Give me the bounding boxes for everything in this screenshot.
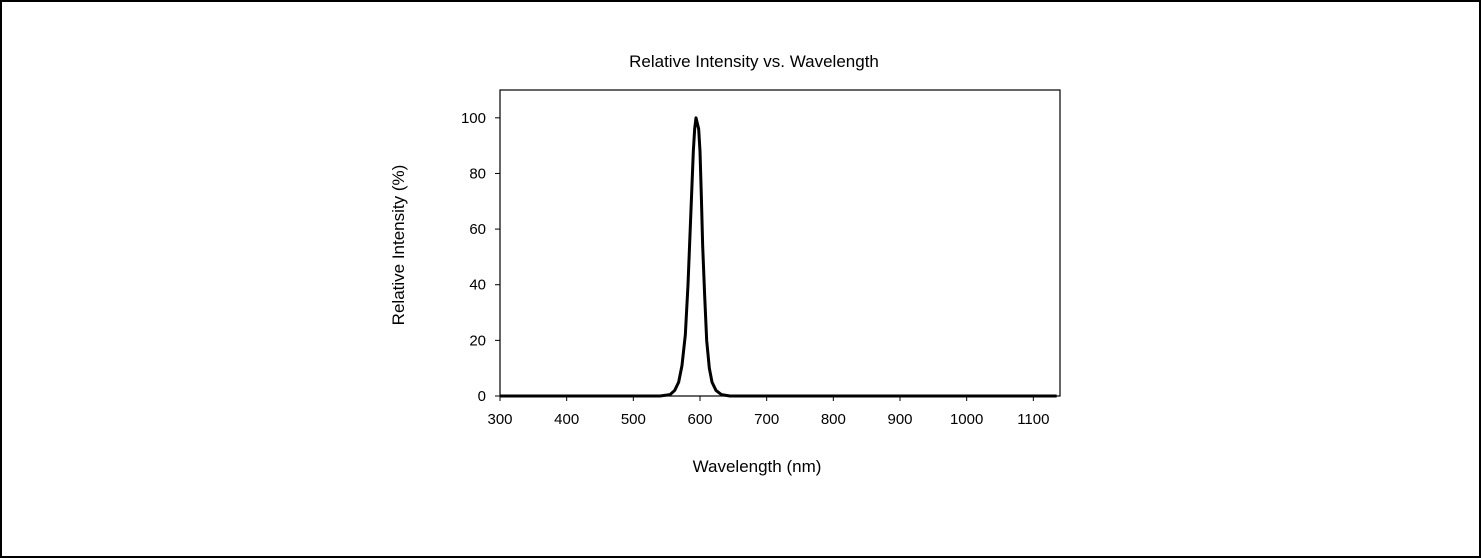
series-layer [500,116,1057,398]
plot-area [499,89,1061,397]
x-tick-label: 700 [754,411,779,428]
x-axis-title: Wavelength (nm) [693,457,822,476]
y-axis: 0 20 40 60 80 100 [461,110,500,405]
y-tick-label: 80 [469,165,486,182]
x-tick-label: 800 [821,411,846,428]
x-tick-label: 500 [621,411,646,428]
x-axis: 300 400 500 600 700 800 900 1000 1100 [487,396,1049,428]
y-axis-title: Relative Intensity (%) [389,165,408,326]
series-line-1 [500,116,1057,398]
chart-title: Relative Intensity vs. Wavelength [629,52,879,71]
x-tick-label: 300 [487,411,512,428]
x-tick-label: 1000 [950,411,983,428]
y-tick-label: 60 [469,221,486,238]
x-tick-label: 600 [687,411,712,428]
y-tick-label: 100 [461,110,486,127]
x-tick-label: 400 [554,411,579,428]
y-tick-label: 20 [469,332,486,349]
x-tick-label: 900 [887,411,912,428]
y-tick-label: 0 [478,388,486,405]
y-tick-label: 40 [469,277,486,294]
x-tick-label: 1100 [1017,411,1049,428]
